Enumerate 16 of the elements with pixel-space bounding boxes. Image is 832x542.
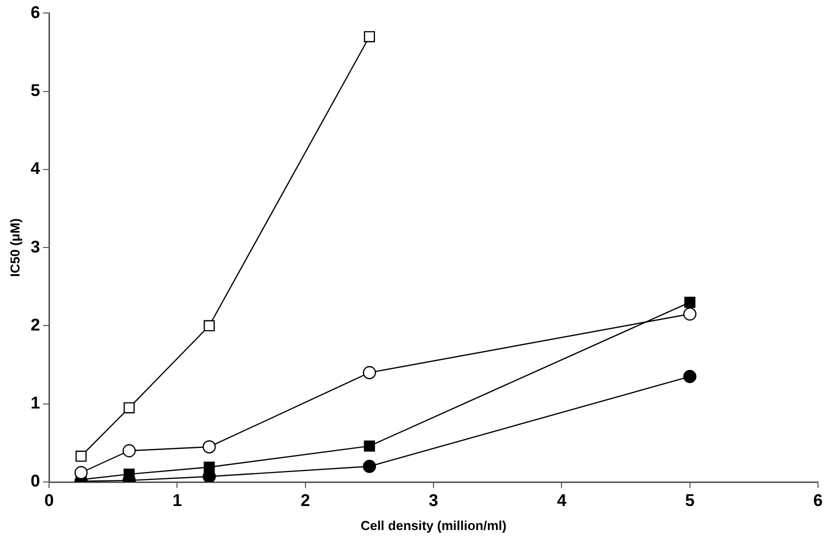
y-tick-label: 1 [30, 394, 40, 413]
y-tick-label: 3 [30, 237, 40, 256]
y-tick-label: 4 [30, 159, 41, 178]
x-tick-label: 6 [813, 490, 823, 510]
x-tick-label: 3 [428, 490, 438, 510]
y-tick-label: 5 [30, 81, 40, 100]
x-axis-title: Cell density (million/ml) [360, 518, 506, 533]
y-tick-label: 0 [30, 472, 40, 491]
x-tick-label: 4 [556, 490, 567, 510]
y-tick-label: 2 [30, 315, 40, 334]
x-tick-label: 5 [685, 490, 695, 510]
x-tick-label: 1 [172, 490, 182, 510]
x-tick-label: 0 [44, 490, 54, 510]
x-tick-label: 2 [300, 490, 310, 510]
y-tick-label: 6 [30, 2, 40, 22]
y-axis-title: IC50 (μM) [7, 218, 22, 277]
